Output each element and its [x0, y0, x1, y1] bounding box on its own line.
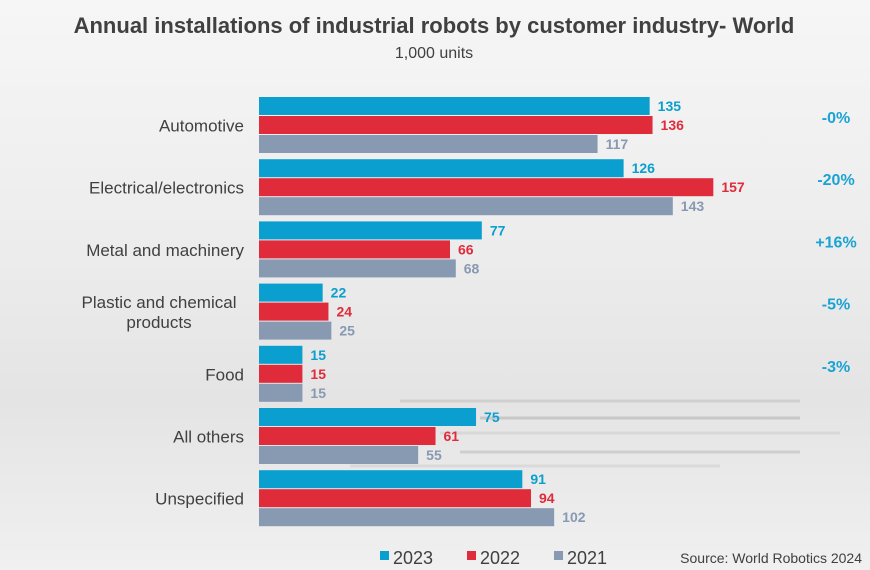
- category-label: Plastic and chemical products: [82, 293, 237, 332]
- category-label-line: Metal and machinery: [86, 241, 244, 260]
- change-labels: -0% -20% +16% -5% -3%: [815, 110, 856, 376]
- bar-2022: [259, 364, 303, 383]
- bar-2023: [259, 221, 482, 240]
- value-label-2023: 126: [632, 160, 656, 176]
- category-label: Electrical/electronics: [89, 179, 244, 198]
- bar-2022: [259, 116, 653, 134]
- category-labels: Automotive Electrical/electronics Metal an…: [82, 117, 245, 509]
- change-label: -20%: [817, 172, 854, 189]
- bar-2021: [259, 446, 419, 464]
- legend-label-2022: 2022: [480, 548, 520, 568]
- category-label-line: Unspecified: [155, 490, 244, 509]
- change-label: -5%: [822, 297, 850, 314]
- category-label-line: Plastic and chemical: [82, 293, 237, 312]
- bar-2021: [259, 259, 456, 278]
- bars: [259, 97, 714, 527]
- legend-label-2021: 2021: [567, 548, 607, 568]
- category-label-line: products: [126, 313, 191, 332]
- legend-swatch-2022: [467, 551, 476, 560]
- value-label-2021: 15: [310, 385, 326, 401]
- value-label-2022: 157: [721, 179, 745, 195]
- category-label: Automotive: [159, 117, 244, 136]
- decorative-shadow: [350, 399, 840, 468]
- value-label-2022: 15: [310, 366, 326, 382]
- category-label-line: All others: [173, 428, 244, 447]
- value-label-2023: 22: [331, 285, 347, 301]
- bar-2021: [259, 383, 303, 402]
- value-label-2022: 94: [539, 490, 555, 506]
- value-label-2023: 77: [490, 222, 506, 238]
- value-label-2022: 136: [661, 117, 685, 133]
- value-label-2021: 68: [464, 260, 480, 276]
- bar-2021: [259, 197, 673, 216]
- value-label-2021: 102: [562, 509, 586, 525]
- bar-2022: [259, 427, 436, 445]
- source-note: Source: World Robotics 2024: [680, 550, 862, 566]
- value-label-2021: 25: [339, 323, 355, 339]
- category-label: Unspecified: [155, 490, 244, 509]
- value-label-2022: 24: [336, 304, 352, 320]
- category-label-line: Food: [205, 365, 244, 384]
- bar-2021: [259, 135, 598, 153]
- change-label: -0%: [822, 110, 850, 127]
- change-label: +16%: [815, 234, 856, 251]
- value-label-2023: 75: [484, 409, 500, 425]
- bar-2023: [259, 97, 650, 115]
- bar-2021: [259, 321, 332, 340]
- bar-2022: [259, 302, 329, 321]
- change-label: -3%: [822, 359, 850, 376]
- bar-2022: [259, 489, 532, 508]
- value-label-2022: 61: [444, 428, 460, 444]
- value-label-2021: 55: [426, 447, 442, 463]
- legend-swatch-2023: [380, 551, 389, 560]
- category-label-line: Automotive: [159, 117, 244, 136]
- chart-subtitle: 1,000 units: [395, 45, 473, 62]
- legend-label-2023: 2023: [393, 548, 433, 568]
- category-label: Metal and machinery: [86, 241, 244, 260]
- legend: 2023 2022 2021: [380, 548, 607, 568]
- bar-2023: [259, 283, 323, 302]
- bar-2023: [259, 159, 624, 178]
- bar-2022: [259, 178, 714, 197]
- category-label: Food: [205, 365, 244, 384]
- category-label: All others: [173, 428, 244, 447]
- value-label-2021: 117: [606, 136, 629, 152]
- bar-2021: [259, 508, 555, 527]
- bar-2023: [259, 470, 523, 489]
- legend-swatch-2021: [554, 551, 563, 560]
- chart-title: Annual installations of industrial robot…: [74, 13, 795, 38]
- bar-2023: [259, 345, 303, 364]
- category-label-line: Electrical/electronics: [89, 179, 244, 198]
- value-label-2021: 143: [681, 198, 705, 214]
- bar-2023: [259, 408, 477, 426]
- bar-2022: [259, 240, 450, 259]
- value-label-2023: 91: [530, 471, 546, 487]
- value-label-2023: 135: [658, 98, 682, 114]
- value-label-2023: 15: [310, 347, 326, 363]
- value-label-2022: 66: [458, 241, 474, 257]
